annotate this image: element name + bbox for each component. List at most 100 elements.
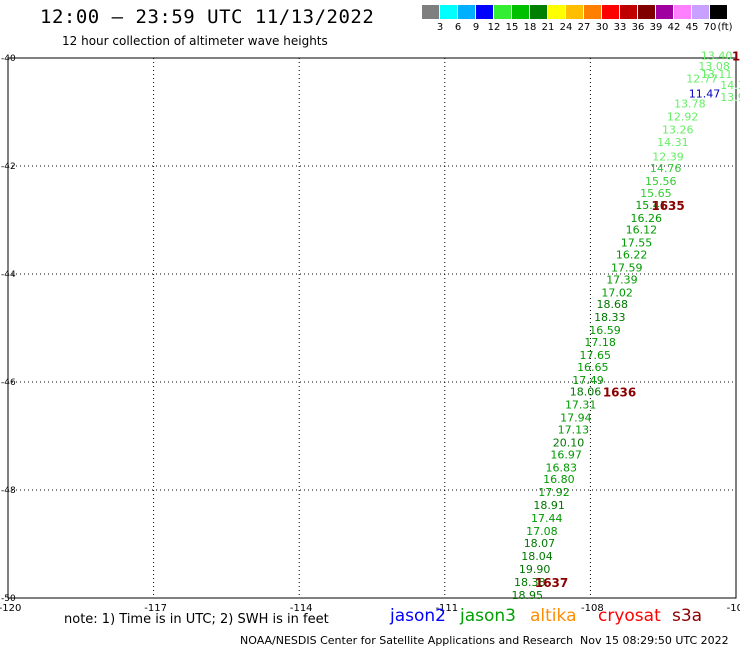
colorbar-label: 36	[631, 22, 645, 33]
wave-height-label: 18.33	[594, 311, 626, 324]
colorbar-label: 9	[472, 22, 480, 33]
y-tick-label: -44	[1, 270, 16, 280]
wave-height-label: 17.65	[580, 349, 612, 362]
satellite-name-altika: altika	[530, 606, 577, 626]
colorbar-label: 3	[436, 22, 444, 33]
wave-height-label: 15.65	[640, 187, 672, 200]
colorbar-swatch	[584, 5, 601, 19]
wave-height-label: 19.90	[519, 563, 551, 576]
wave-height-label: 12.77	[686, 73, 718, 86]
plot-frame	[7, 57, 737, 599]
wave-height-label: 18.95	[512, 589, 544, 602]
x-tick-label: -114	[290, 603, 313, 614]
colorbar-label: 42	[667, 22, 681, 33]
wave-height-label: 17.92	[538, 486, 570, 499]
colorbar-swatch	[422, 5, 439, 19]
colorbar-swatch	[530, 5, 547, 19]
wave-height-label: 17.08	[526, 525, 558, 538]
time-label: 1637	[535, 576, 568, 590]
wave-height-label: 14.30	[720, 79, 740, 92]
colorbar-unit: (ft)	[717, 22, 733, 33]
colorbar-label: 27	[577, 22, 591, 33]
wave-height-label: 18.07	[524, 537, 556, 550]
wave-height-label: 18.91	[533, 499, 565, 512]
time-label: 1	[732, 49, 740, 63]
wave-height-label: 11.47	[689, 88, 721, 101]
generated-timestamp: Nov 15 08:29:50 UTC 2022	[580, 634, 729, 647]
wave-height-label: 17.49	[572, 374, 604, 387]
wave-height-label: 17.18	[584, 336, 616, 349]
wave-height-label: 17.44	[531, 512, 563, 525]
x-tick-label: -117	[144, 603, 167, 614]
wave-height-label: 17.31	[565, 399, 597, 412]
colorbar-label: 30	[595, 22, 609, 33]
colorbar-label: 33	[613, 22, 627, 33]
wave-height-label: 16.80	[543, 473, 575, 486]
colorbar-label: 39	[649, 22, 663, 33]
wave-height-label: 17.59	[611, 262, 643, 275]
colorbar-swatch	[476, 5, 493, 19]
colorbar-swatch	[494, 5, 511, 19]
x-tick-label: -111	[435, 603, 458, 614]
satellite-name-cryosat: cryosat	[598, 606, 661, 626]
y-tick-label: -46	[1, 378, 16, 388]
wave-height-label: 16.12	[626, 224, 658, 237]
satellite-name-jason3: jason3	[460, 606, 516, 626]
colorbar-label: 24	[559, 22, 573, 33]
colorbar-label: 18	[523, 22, 537, 33]
wave-height-label: 13.08	[698, 60, 730, 73]
wave-height-label: 13.11	[701, 68, 733, 81]
wave-height-label: 12.92	[667, 110, 699, 123]
wave-height-label: 17.02	[601, 286, 633, 299]
colorbar-label: 21	[541, 22, 555, 33]
wave-height-label: 16.22	[616, 249, 648, 262]
wave-height-label: 16.26	[630, 212, 662, 225]
colorbar-label: 15	[505, 22, 519, 33]
wave-height-label: 16.65	[577, 361, 609, 374]
wave-height-label: 17.13	[558, 424, 590, 437]
colorbar-swatch	[620, 5, 637, 19]
wave-height-label: 17.94	[560, 412, 592, 425]
x-tick-label: -108	[581, 603, 604, 614]
y-tick-label: -50	[1, 594, 16, 604]
wave-height-label: 13.90	[720, 91, 740, 104]
colorbar-swatch	[440, 5, 457, 19]
wave-height-label: 12.39	[652, 150, 684, 163]
colorbar-swatch	[566, 5, 583, 19]
wave-height-label: 14.31	[657, 136, 689, 149]
wave-height-label: 18.38	[514, 576, 546, 589]
time-label: 1635	[651, 199, 684, 213]
satellite-name-jason2: jason2	[390, 606, 446, 626]
wave-height-label: 17.39	[606, 273, 638, 286]
wave-height-label: 14.76	[650, 162, 682, 175]
wave-height-label: 17.55	[621, 237, 653, 250]
y-tick-label: -48	[1, 486, 16, 496]
colorbar-label: 6	[454, 22, 462, 33]
credit-line: NOAA/NESDIS Center for Satellite Applica…	[240, 634, 574, 647]
wave-height-label: 18.68	[596, 298, 628, 311]
colorbar-swatch	[602, 5, 619, 19]
chart-title: 12:00 – 23:59 UTC 11/13/2022	[40, 6, 375, 28]
wave-height-label: 15.41	[635, 199, 667, 212]
wave-height-label: 18.06	[570, 386, 602, 399]
colorbar-swatch	[674, 5, 691, 19]
wave-height-label: 18.04	[521, 550, 553, 563]
wave-height-label: 16.97	[550, 448, 582, 461]
wave-height-label: 16.83	[546, 461, 578, 474]
colorbar-swatch	[710, 5, 727, 19]
colorbar-swatch	[656, 5, 673, 19]
y-tick-label: -42	[1, 162, 16, 172]
colorbar-swatch	[548, 5, 565, 19]
colorbar-label: 70	[703, 22, 717, 33]
wave-height-label: 13.40	[701, 49, 733, 62]
time-label: 1636	[603, 386, 636, 400]
colorbar-label: 12	[487, 22, 501, 33]
wave-height-label: 16.59	[589, 324, 621, 337]
x-tick-label: -120	[0, 603, 21, 614]
y-tick-label: -40	[1, 54, 16, 64]
colorbar-swatch	[458, 5, 475, 19]
wave-height-label: 15.56	[645, 175, 677, 188]
chart-subtitle: 12 hour collection of altimeter wave hei…	[62, 34, 328, 48]
colorbar-swatch	[638, 5, 655, 19]
